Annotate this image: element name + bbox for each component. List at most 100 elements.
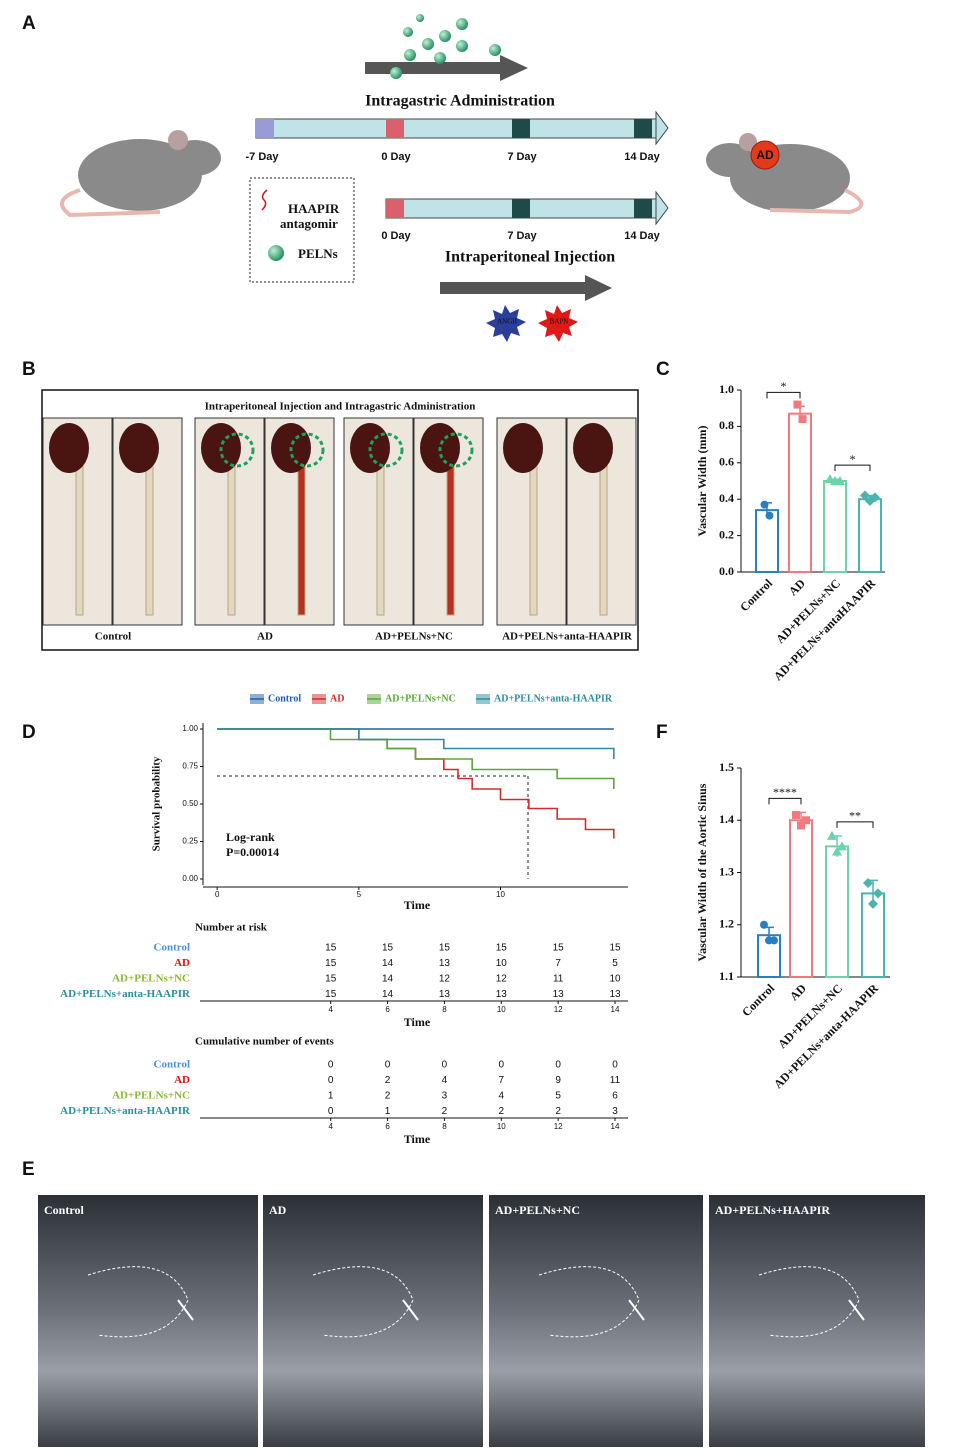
table-title: Number at risk: [195, 922, 268, 934]
table-cell: 15: [325, 943, 337, 954]
y-tick-label: 1.1: [719, 969, 734, 983]
x-tick-label: Control: [737, 576, 775, 614]
heart: [503, 423, 543, 473]
table-cell: 15: [553, 943, 565, 954]
point: [863, 877, 873, 888]
y-tick-label: 1.3: [719, 864, 734, 878]
drug-bapn: [538, 305, 578, 342]
y-tick-label: 0.0: [719, 564, 734, 578]
point: [793, 400, 802, 409]
table-cell: 3: [442, 1091, 448, 1102]
drug-angii: [486, 305, 526, 342]
panel-label: A: [22, 13, 36, 34]
y-tick-label: 0.50: [182, 799, 198, 808]
timeline-top: [255, 110, 669, 146]
legend-box: [249, 177, 355, 283]
panel-label: B: [22, 359, 36, 380]
table-cell: 0: [442, 1060, 448, 1071]
table-group: AD+PELNs+anta-HAAPIR: [60, 988, 191, 1000]
y-tick-label: 0.8: [719, 418, 734, 432]
panel-label: F: [656, 722, 668, 743]
badge: AD: [756, 148, 774, 162]
y-tick-label: 0.00: [182, 874, 198, 883]
vessel-outline: [312, 1266, 414, 1338]
table-cell: 1: [385, 1106, 391, 1117]
x-tick-label: 6: [385, 1122, 390, 1131]
table-cell: 0: [328, 1106, 334, 1117]
x-tick-label: AD: [786, 576, 808, 598]
x-axis-label: Time: [404, 1132, 431, 1146]
schematic-title: Intraperitoneal Injection: [445, 249, 615, 266]
y-tick-label: 1.0: [719, 382, 734, 396]
legend-label: AD+PELNs+anta-HAAPIR: [494, 693, 613, 704]
table-cell: 15: [325, 974, 337, 985]
antagomir-icon: [261, 189, 268, 211]
table-cell: 3: [612, 1106, 618, 1117]
x-tick-label: 4: [328, 1005, 333, 1014]
vessel-outline: [538, 1266, 640, 1338]
group-label: AD: [257, 631, 273, 643]
table-group: AD+PELNs+anta-HAAPIR: [60, 1105, 191, 1117]
bar: [823, 480, 847, 573]
point: [760, 500, 769, 509]
legend-text: HAAPIR: [288, 201, 340, 216]
y-tick-label: 1.2: [719, 917, 734, 931]
x-tick-label: 14: [611, 1005, 620, 1014]
x-tick-label: 8: [442, 1122, 447, 1131]
table-group: AD+PELNs+NC: [112, 1090, 190, 1102]
point: [870, 492, 880, 503]
sig-bracket: [766, 391, 801, 399]
y-axis-label: Survival probability: [151, 756, 163, 851]
survival-line: [217, 728, 615, 789]
table-cell: 2: [385, 1091, 391, 1102]
bar: [789, 819, 813, 978]
x-tick-label: AD+PELNs+NC: [775, 981, 845, 1051]
legend-label: AD+PELNs+NC: [385, 693, 456, 704]
table-cell: 0: [499, 1060, 505, 1071]
point: [797, 821, 805, 830]
photo-title: Intraperitoneal Injection and Intragastr…: [205, 401, 476, 413]
y-tick-label: 0.4: [719, 491, 734, 505]
x-tick-label: 12: [554, 1122, 563, 1131]
table-cell: 13: [439, 958, 451, 969]
table-cell: 4: [442, 1075, 448, 1086]
point: [832, 846, 842, 856]
point: [860, 490, 870, 501]
ultrasound-label: AD+PELNs+HAAPIR: [715, 1203, 830, 1217]
heart: [49, 423, 89, 473]
group-label: AD+PELNs+NC: [375, 631, 453, 643]
table-cell: 10: [609, 974, 621, 985]
x-tick-label: 0: [215, 890, 220, 899]
point: [835, 476, 845, 485]
group-label: Control: [95, 631, 131, 643]
y-tick-label: 1.5: [719, 760, 734, 774]
y-tick-label: 1.4: [719, 812, 734, 826]
arrows: [365, 55, 612, 301]
survival-line: [217, 728, 615, 759]
table-cell: 15: [325, 958, 337, 969]
ultrasound-image: [489, 1195, 703, 1447]
table-cell: 11: [553, 974, 564, 985]
y-tick-label: 0.6: [719, 455, 734, 469]
point: [792, 811, 800, 820]
table-group: AD: [174, 957, 190, 969]
point: [770, 936, 778, 945]
point: [765, 511, 774, 520]
legend-text: PELNs: [298, 246, 338, 261]
point: [837, 841, 847, 851]
x-tick-label: 8: [442, 1005, 447, 1014]
table-cell: 11: [610, 1075, 621, 1086]
table-cell: 13: [496, 989, 508, 1000]
sig-label: **: [849, 809, 861, 823]
y-tick-label: 0.2: [719, 527, 734, 541]
sig-bracket: [768, 797, 802, 805]
table-cell: 0: [612, 1060, 618, 1071]
table-cell: 0: [555, 1060, 561, 1071]
vessel-outline: [87, 1266, 189, 1338]
legend-text: antagomir: [280, 216, 338, 231]
table-cell: 9: [555, 1075, 561, 1086]
panel-label: D: [22, 722, 36, 743]
timeline-bottom: [385, 190, 669, 226]
table-cell: 0: [385, 1060, 391, 1071]
x-tick-label: 14: [611, 1122, 620, 1131]
